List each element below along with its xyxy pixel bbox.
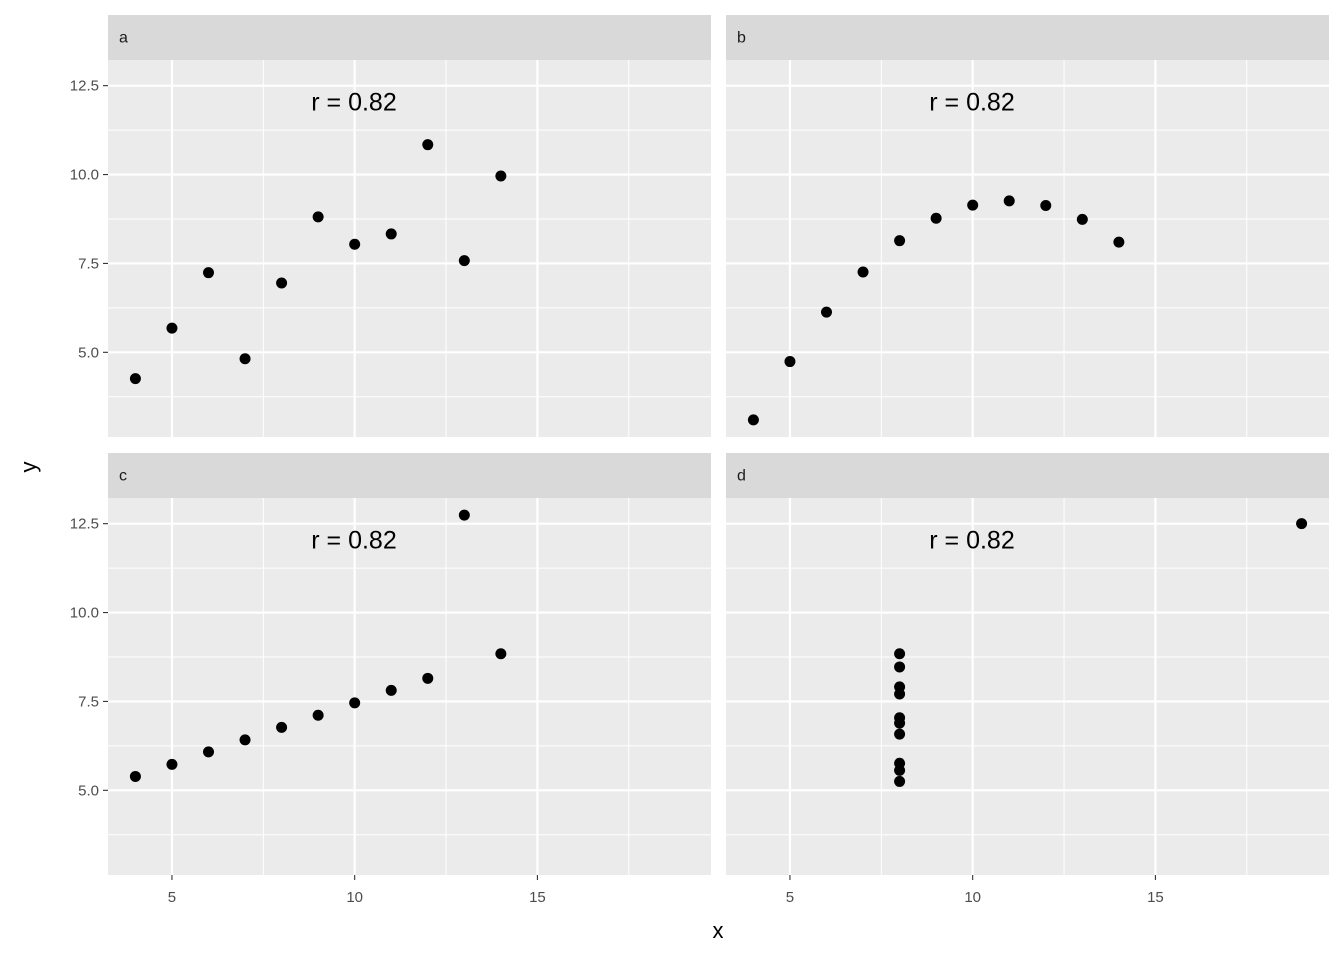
- panel: [726, 498, 1329, 875]
- point: [385, 228, 397, 240]
- point: [894, 775, 906, 787]
- annotation: r = 0.82: [311, 527, 396, 555]
- point: [385, 684, 397, 696]
- point: [1296, 518, 1308, 530]
- point: [203, 746, 214, 758]
- point: [784, 356, 796, 368]
- x-tick-label: 10: [964, 889, 981, 906]
- strip-label: b: [737, 30, 746, 47]
- point: [495, 648, 507, 660]
- x-tick-label: 10: [346, 889, 363, 906]
- y-tick-label: 7.5: [78, 693, 99, 710]
- point: [276, 721, 288, 733]
- y-tick-label: 12.5: [70, 516, 99, 533]
- x-tick-label: 5: [168, 889, 176, 906]
- point: [129, 770, 141, 782]
- point: [1113, 236, 1125, 248]
- point: [1076, 213, 1088, 225]
- point: [129, 373, 141, 385]
- y-tick-label: 10.0: [70, 167, 99, 184]
- panel: [108, 60, 711, 437]
- point: [166, 322, 178, 334]
- strip: [726, 15, 1329, 60]
- strip: [108, 453, 711, 498]
- point: [422, 672, 434, 684]
- point: [930, 212, 942, 224]
- annotation: r = 0.82: [311, 89, 396, 117]
- point: [967, 199, 979, 211]
- point: [349, 238, 361, 250]
- point: [422, 139, 434, 151]
- point: [203, 267, 214, 279]
- point: [239, 734, 251, 746]
- annotation: r = 0.82: [929, 89, 1014, 117]
- strip-label: d: [737, 468, 746, 485]
- point: [312, 211, 324, 223]
- point: [312, 709, 324, 721]
- point: [894, 728, 906, 740]
- point: [495, 170, 507, 182]
- x-tick-label: 5: [786, 889, 794, 906]
- y-tick-label: 7.5: [78, 255, 99, 272]
- strip-label: c: [119, 468, 127, 485]
- point: [894, 717, 906, 729]
- panel: [108, 498, 711, 875]
- point: [894, 764, 906, 776]
- y-tick-label: 12.5: [70, 78, 99, 95]
- y-tick-label: 5.0: [78, 782, 99, 799]
- x-axis-title: x: [713, 918, 724, 943]
- point: [894, 681, 906, 693]
- y-tick-label: 5.0: [78, 344, 99, 361]
- point: [166, 758, 178, 770]
- point: [239, 353, 251, 365]
- point: [1040, 199, 1052, 211]
- point: [349, 697, 361, 709]
- strip: [108, 15, 711, 60]
- panel: [726, 60, 1329, 437]
- point: [857, 266, 869, 278]
- strip-label: a: [119, 30, 128, 47]
- strip: [726, 453, 1329, 498]
- point: [1003, 195, 1015, 207]
- point: [276, 277, 288, 289]
- point: [821, 306, 832, 318]
- x-tick-label: 15: [529, 889, 546, 906]
- y-axis-title: y: [16, 462, 41, 473]
- point: [458, 509, 470, 521]
- annotation: r = 0.82: [929, 527, 1014, 555]
- point: [458, 255, 470, 267]
- point: [894, 648, 906, 660]
- point: [747, 414, 759, 426]
- point: [894, 235, 906, 247]
- y-tick-label: 10.0: [70, 605, 99, 622]
- point: [894, 661, 906, 673]
- x-tick-label: 15: [1147, 889, 1164, 906]
